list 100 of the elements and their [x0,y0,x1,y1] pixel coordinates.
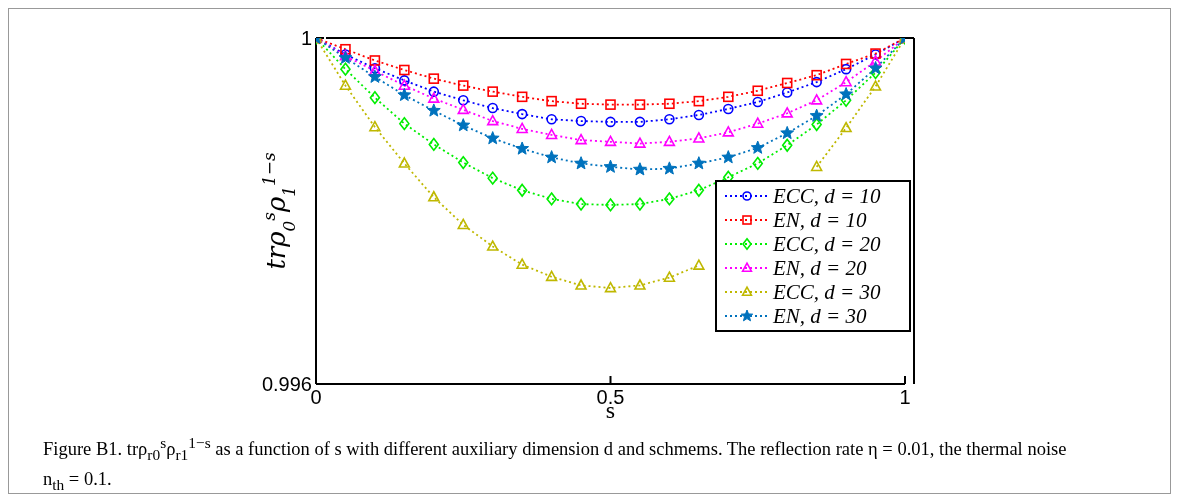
point [369,120,381,132]
point [399,75,410,86]
point [428,190,440,202]
x-tick-label: 0 [310,386,322,409]
point [367,69,382,83]
point [634,197,646,211]
point [840,63,852,75]
point [721,150,736,164]
point [781,107,793,118]
point [457,94,469,106]
point [516,122,528,134]
point [457,218,469,230]
point [546,192,557,206]
point [428,73,440,84]
point [426,103,441,117]
point [575,279,587,290]
legend-label: ECC, d = 20 [773,231,881,257]
point [516,258,528,270]
point [752,117,764,129]
point [781,138,793,152]
point [545,128,558,140]
point [664,192,675,206]
point [486,240,499,251]
point [457,103,469,115]
text: Figure B1. trρ$_{r0}$$^{s}$ρ$_{r1}$$^{1−s}$ as a function of s with different auxiliary dimension d and schmems. The reflection rate η = 0.01, the thermal noise n$_{th}$ = 0.1. [43,434,1067,493]
point [693,95,705,107]
point [750,140,765,154]
point [369,91,381,105]
point [516,183,528,197]
point [722,126,735,137]
point [604,281,617,293]
point [399,116,410,131]
point [398,157,411,168]
point [664,98,675,110]
point [809,108,824,122]
legend-label: EN, d = 20 [773,255,867,281]
point [574,156,588,170]
point [633,162,647,176]
point [575,197,587,211]
y-tick-label: 0.996 [261,373,312,396]
point [575,133,587,145]
point [868,61,883,75]
point [693,183,705,197]
legend-label: EN, d = 30 [773,303,867,329]
point [369,55,381,66]
point [693,259,705,270]
point [840,58,852,70]
point [634,279,646,290]
point [397,87,412,102]
point [428,137,440,152]
point [810,94,823,105]
point [869,55,882,66]
point [634,137,646,148]
point [486,114,499,126]
point [516,91,528,103]
legend-label: ECC, d = 30 [773,279,881,305]
point [604,135,617,147]
point [603,159,618,173]
point [398,79,411,90]
point [691,156,706,170]
point [516,108,528,120]
point [339,79,352,90]
point [575,115,587,127]
point [605,99,616,110]
point [340,62,351,76]
point [340,43,351,55]
point [487,86,498,97]
point [752,96,764,108]
point [662,161,677,175]
point [399,64,410,76]
point [663,135,676,147]
point [544,150,559,164]
point [546,114,557,125]
point [575,98,587,110]
point [545,270,558,282]
point [546,95,557,107]
x-tick-label: 1 [899,386,911,409]
point [515,141,530,155]
point [634,116,646,128]
legend-label: ECC, d = 10 [773,183,881,209]
point [781,87,793,98]
point [485,131,500,145]
point [487,102,498,114]
point [840,75,852,87]
point [780,125,795,140]
legend-label: EN, d = 10 [773,207,867,233]
point [723,103,734,115]
point [723,91,734,103]
point [487,171,498,185]
point [663,271,676,282]
point [752,156,764,171]
point [693,109,705,121]
point [428,86,440,97]
point [605,198,616,212]
point [752,85,764,97]
point [869,80,882,91]
point [693,132,705,143]
point [457,155,469,170]
point [664,114,675,125]
point [428,92,440,103]
